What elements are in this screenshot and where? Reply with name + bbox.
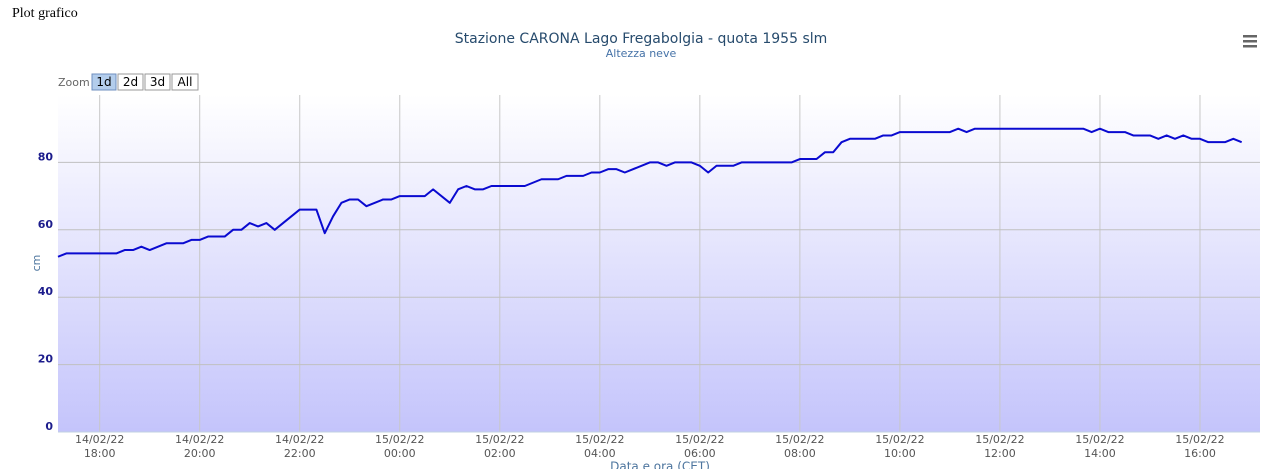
x-tick-date: 14/02/22: [75, 433, 124, 446]
x-tick-date: 15/02/22: [1075, 433, 1124, 446]
x-tick-time: 00:00: [384, 447, 416, 460]
zoom-button-box: [91, 73, 117, 91]
y-tick-label: 60: [38, 218, 54, 231]
x-tick-time: 10:00: [884, 447, 916, 460]
series-line: [57, 127, 1243, 258]
zoom-button[interactable]: 3d: [144, 73, 171, 91]
zoom-buttons: 1d 2d 3d All: [91, 73, 199, 91]
x-tick-time: 14:00: [1084, 447, 1116, 460]
menu-bar: [1243, 35, 1257, 38]
zoom-button-box: [144, 73, 171, 91]
x-tick-time: 12:00: [984, 447, 1016, 460]
x-tick-date: 15/02/22: [1175, 433, 1224, 446]
menu-button[interactable]: [1243, 35, 1257, 48]
x-tick-date: 15/02/22: [675, 433, 724, 446]
zoom-button[interactable]: 1d: [91, 73, 117, 91]
zoom-button-box: [117, 73, 144, 91]
page-heading: Plot grafico: [12, 6, 78, 21]
y-tick-label: 0: [45, 420, 53, 433]
chart-title: Stazione CARONA Lago Fregabolgia - quota…: [455, 31, 828, 47]
zoom-button-box: [171, 73, 199, 91]
y-axis-title: cm: [30, 255, 43, 272]
x-tick-date: 14/02/22: [275, 433, 324, 446]
x-tick-time: 20:00: [184, 447, 216, 460]
x-axis-title: Data e ora (CET): [610, 460, 710, 469]
zoom-button-label: 3d: [150, 75, 165, 89]
x-tick-time: 16:00: [1184, 447, 1216, 460]
plot: 14/02/2218:0014/02/2220:0014/02/2222:001…: [38, 95, 1260, 460]
plot-area: [58, 95, 1260, 432]
x-tick-time: 18:00: [84, 447, 116, 460]
x-tick-date: 15/02/22: [575, 433, 624, 446]
x-tick-date: 15/02/22: [775, 433, 824, 446]
menu-bar: [1243, 40, 1257, 43]
y-tick-label: 20: [38, 353, 54, 366]
x-tick-time: 04:00: [584, 447, 616, 460]
zoom-button[interactable]: All: [171, 73, 199, 91]
x-tick-date: 15/02/22: [375, 433, 424, 446]
zoom-button[interactable]: 2d: [117, 73, 144, 91]
chart-subtitle: Altezza neve: [606, 47, 677, 60]
y-tick-label: 80: [38, 150, 54, 163]
x-tick-time: 06:00: [684, 447, 716, 460]
menu-bar: [1243, 45, 1257, 48]
x-tick-date: 15/02/22: [475, 433, 524, 446]
x-tick-time: 02:00: [484, 447, 516, 460]
x-tick-date: 15/02/22: [975, 433, 1024, 446]
zoom-button-label: All: [178, 75, 193, 89]
zoom-button-label: 2d: [123, 75, 138, 89]
zoom-button-label: 1d: [96, 75, 111, 89]
zoom-label: Zoom: [58, 76, 90, 89]
x-tick-time: 22:00: [284, 447, 316, 460]
y-tick-label: 40: [38, 285, 54, 298]
x-tick-date: 15/02/22: [875, 433, 924, 446]
x-tick-time: 08:00: [784, 447, 816, 460]
x-tick-date: 14/02/22: [175, 433, 224, 446]
